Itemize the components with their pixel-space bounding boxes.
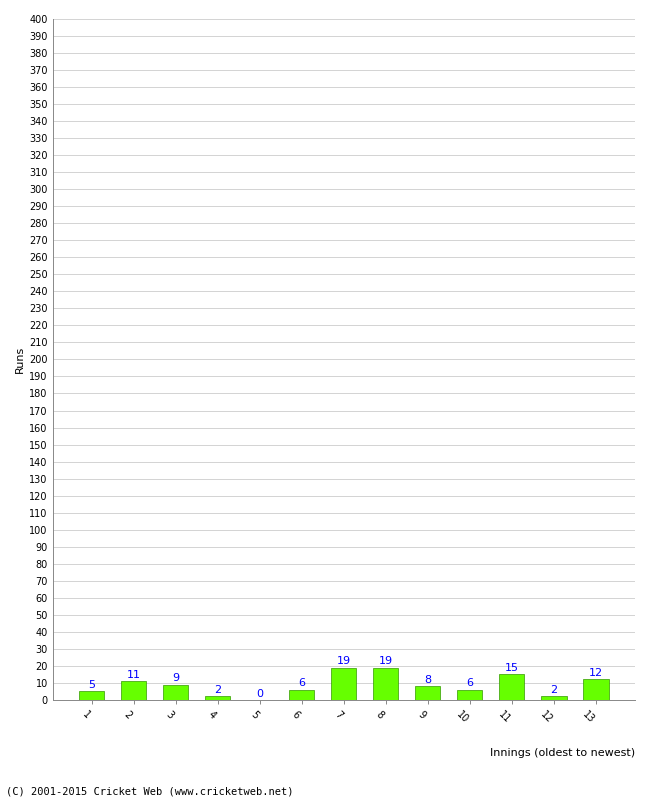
Bar [121, 681, 146, 700]
Bar [289, 690, 315, 700]
Y-axis label: Runs: Runs [15, 346, 25, 373]
Bar [457, 690, 482, 700]
Text: 9: 9 [172, 673, 179, 683]
Bar [79, 691, 105, 700]
Text: 19: 19 [379, 656, 393, 666]
Text: 6: 6 [298, 678, 306, 688]
Text: 6: 6 [467, 678, 473, 688]
Text: 2: 2 [214, 685, 222, 695]
Text: 5: 5 [88, 680, 96, 690]
Text: (C) 2001-2015 Cricket Web (www.cricketweb.net): (C) 2001-2015 Cricket Web (www.cricketwe… [6, 786, 294, 796]
Bar [583, 679, 608, 700]
Text: 2: 2 [551, 685, 558, 695]
Text: 11: 11 [127, 670, 141, 680]
Bar [163, 685, 188, 700]
Text: 0: 0 [256, 689, 263, 698]
Bar [415, 686, 441, 700]
Text: Innings (oldest to newest): Innings (oldest to newest) [490, 747, 635, 758]
Text: 15: 15 [505, 663, 519, 673]
Bar [205, 697, 230, 700]
Bar [373, 667, 398, 700]
Text: 19: 19 [337, 656, 351, 666]
Bar [499, 674, 525, 700]
Bar [541, 697, 567, 700]
Bar [332, 667, 356, 700]
Text: 12: 12 [589, 668, 603, 678]
Text: 8: 8 [424, 675, 432, 685]
